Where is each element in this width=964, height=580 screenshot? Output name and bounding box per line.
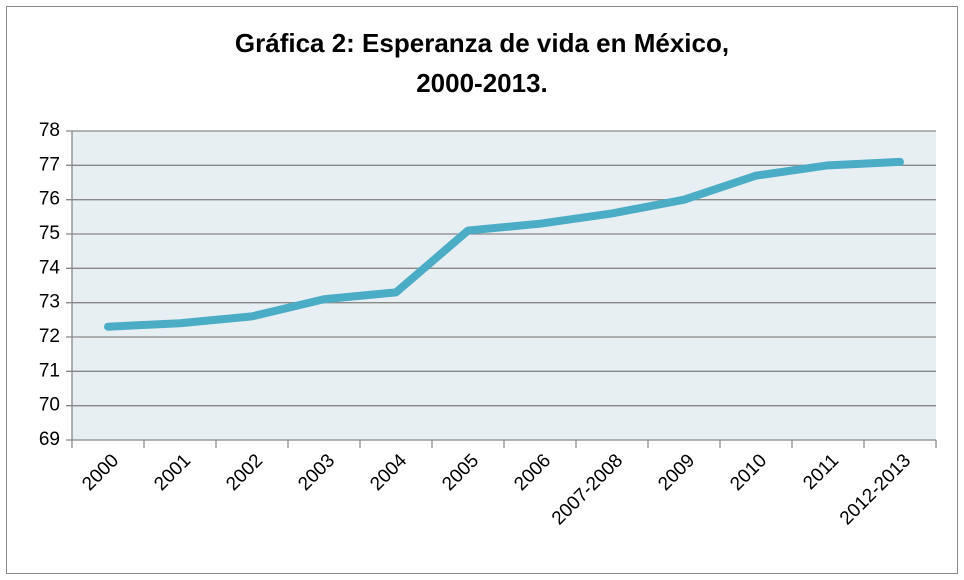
y-tick-label: 78 bbox=[39, 120, 60, 141]
y-tick-label: 74 bbox=[39, 257, 61, 278]
chart-title: Gráfica 2: Esperanza de vida en México, bbox=[235, 28, 729, 58]
y-tick-label: 73 bbox=[39, 292, 60, 313]
chart-title: 2000-2013. bbox=[416, 68, 548, 98]
y-tick-label: 72 bbox=[39, 326, 60, 347]
y-tick-label: 70 bbox=[39, 395, 60, 416]
y-tick-label: 71 bbox=[39, 360, 60, 381]
y-tick-label: 75 bbox=[39, 223, 60, 244]
y-tick-label: 69 bbox=[39, 429, 60, 450]
line bbox=[104, 157, 904, 331]
plot-area bbox=[72, 131, 936, 440]
y-tick-label: 76 bbox=[39, 189, 60, 210]
y-tick-label: 77 bbox=[39, 154, 60, 175]
